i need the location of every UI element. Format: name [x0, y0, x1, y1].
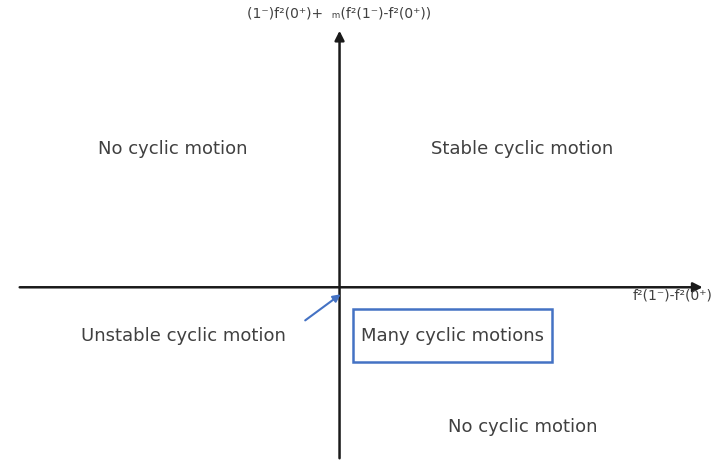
Text: f²(1⁻)-f²(0⁺): f²(1⁻)-f²(0⁺) [632, 288, 712, 302]
FancyBboxPatch shape [353, 309, 552, 362]
Text: No cyclic motion: No cyclic motion [99, 140, 248, 158]
Text: Many cyclic motions: Many cyclic motions [361, 327, 544, 345]
Text: No cyclic motion: No cyclic motion [448, 417, 597, 436]
Text: Stable cyclic motion: Stable cyclic motion [431, 140, 613, 158]
Text: Unstable cyclic motion: Unstable cyclic motion [81, 327, 285, 345]
Text: (1⁻)f²(0⁺)+  ₘ(f²(1⁻)-f²(0⁺)): (1⁻)f²(0⁺)+ ₘ(f²(1⁻)-f²(0⁺)) [247, 7, 431, 21]
